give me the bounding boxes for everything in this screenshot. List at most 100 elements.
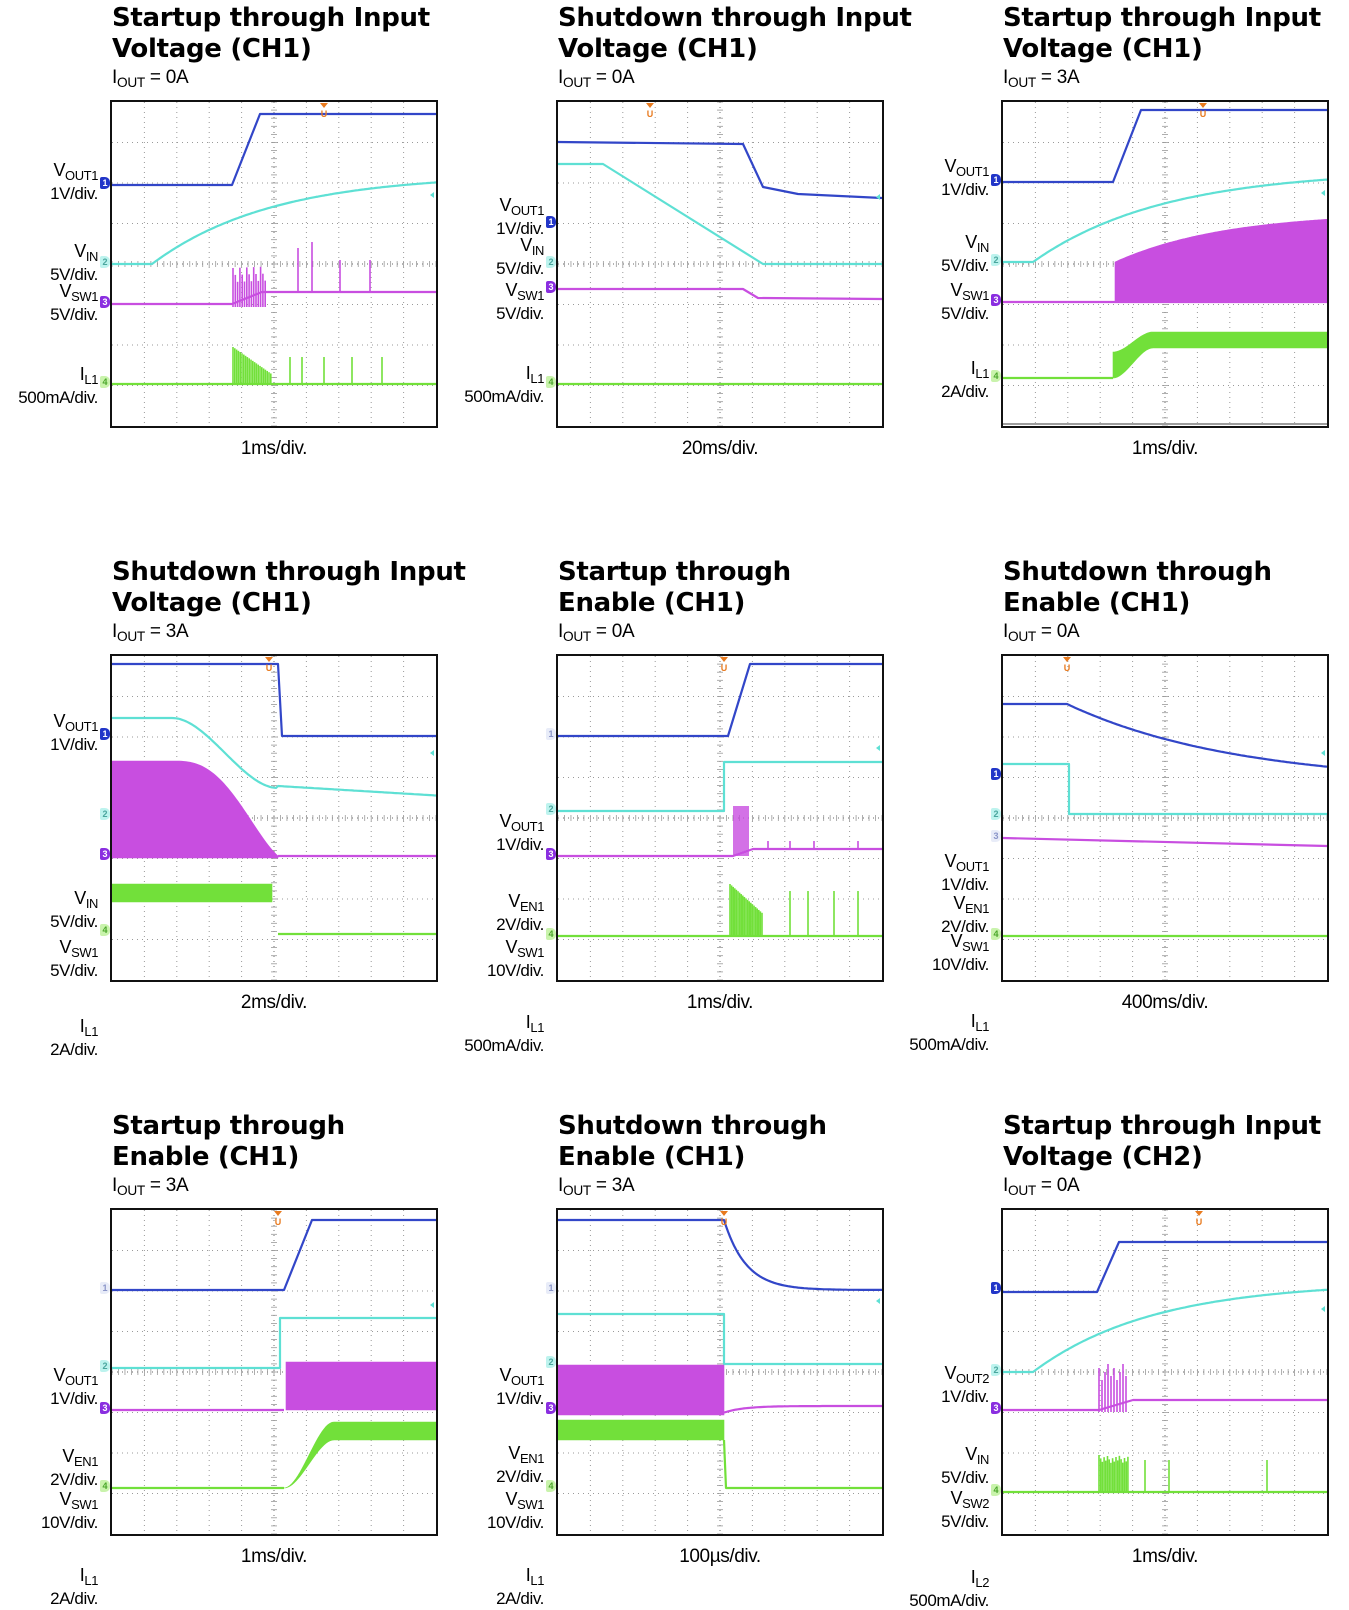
channel-subscript: OUT1 <box>511 1372 544 1388</box>
channel-marker-icon: 2 <box>991 808 1001 820</box>
channel-label: VOUT1 1V/div. <box>941 852 989 894</box>
channel-label: IL1 2A/div. <box>50 1017 98 1059</box>
trace-vsw1-switching <box>1098 1364 1127 1412</box>
channel-symbol: V <box>74 888 86 908</box>
trigger-marker-icon: U <box>265 657 273 673</box>
channel-subscript: L1 <box>84 1023 98 1039</box>
waveform-plot: U <box>558 1210 882 1534</box>
condition-value: = 0A <box>1035 1175 1080 1196</box>
channel-marker-icon: 1 <box>546 216 556 228</box>
channel-subscript: SW1 <box>517 1496 544 1512</box>
trigger-marker-icon: U <box>646 103 654 119</box>
channel-scale: 500mA/div. <box>464 1035 544 1055</box>
channel-name: VEN1 <box>50 1447 98 1471</box>
channel-symbol: V <box>53 160 66 180</box>
channel-scale: 1V/div. <box>496 834 544 854</box>
svg-text:U: U <box>275 1217 282 1227</box>
channel-name: IL1 <box>50 1016 99 1041</box>
waveform-plot: U <box>1003 656 1327 980</box>
channel-subscript: SW1 <box>71 944 98 960</box>
panel-title-line: Shutdown through Input <box>112 557 466 587</box>
channel-scale: 5V/div. <box>50 960 98 980</box>
channel-name: VIN <box>50 242 98 266</box>
trace-vsw1-envelope <box>558 1364 725 1416</box>
channel-label: IL1 500mA/div. <box>464 364 544 406</box>
channel-subscript: L1 <box>975 365 989 381</box>
condition-subscript: OUT <box>562 1183 591 1199</box>
panel-title-line: Voltage (CH1) <box>1003 34 1203 64</box>
channel-name: IL1 <box>941 359 990 383</box>
channel-symbol: I <box>525 1012 531 1032</box>
channel-subscript: SW1 <box>71 1496 98 1512</box>
channel-subscript: OUT1 <box>65 718 98 734</box>
trace-vsw1-envelope <box>285 1361 436 1411</box>
trace-vout1 <box>558 662 882 738</box>
channel-label: IL1 500mA/div. <box>909 1012 989 1054</box>
condition-subscript: OUT <box>116 75 145 91</box>
trace-il1-ripple <box>283 1421 436 1489</box>
channel-symbol: V <box>53 1365 66 1385</box>
channel-label: IL1 500mA/div. <box>18 365 98 407</box>
channel-scale: 1V/div. <box>50 183 98 203</box>
timebase-label: 1ms/div. <box>686 992 754 1013</box>
level-arrow-icon <box>430 192 434 198</box>
channel-name: IL1 <box>496 1566 545 1590</box>
condition-subscript: OUT <box>562 75 591 91</box>
channel-label: VEN1 2V/div. <box>496 1444 544 1486</box>
graticule <box>112 656 436 980</box>
test-condition: IOUT = 0A <box>112 67 189 91</box>
channel-scale: 1V/div. <box>941 874 989 894</box>
test-condition: IOUT = 0A <box>558 621 635 644</box>
panel-title-line: Voltage (CH1) <box>558 34 758 64</box>
channel-symbol: I <box>79 1016 85 1036</box>
svg-text:U: U <box>647 109 654 119</box>
channel-subscript: L2 <box>975 1574 989 1590</box>
trace-vin <box>1003 178 1327 264</box>
trace-vout1 <box>1003 1240 1327 1294</box>
channel-symbol: V <box>53 711 66 731</box>
panel-title-line: Startup through <box>112 1111 345 1141</box>
channel-marker-icon: 4 <box>991 1484 1001 1496</box>
channel-subscript: SW1 <box>71 288 98 304</box>
channel-marker-icon: 1 <box>991 174 1001 186</box>
channel-symbol: V <box>944 1363 957 1383</box>
channel-scale: 10V/div. <box>41 1512 98 1532</box>
waveform-plot: U <box>112 1210 436 1534</box>
channel-name: VIN <box>941 233 989 257</box>
trace-vsw1 <box>1003 1398 1327 1412</box>
trace-il1-pulses <box>729 884 859 936</box>
channel-subscript: EN1 <box>520 898 544 914</box>
channel-label: IL1 500mA/div. <box>464 1013 544 1055</box>
oscilloscope-screen: U <box>1001 1208 1329 1536</box>
panel-title-line: Startup through Input <box>1003 1111 1321 1141</box>
channel-scale: 5V/div. <box>50 304 98 324</box>
svg-text:U: U <box>321 109 328 119</box>
channel-subscript: L1 <box>84 1572 98 1588</box>
channel-symbol: V <box>499 1365 512 1385</box>
channel-scale: 5V/div. <box>941 1467 989 1487</box>
svg-text:U: U <box>1064 663 1071 673</box>
channel-scale: 500mA/div. <box>909 1590 989 1610</box>
channel-marker-icon: 4 <box>546 376 556 388</box>
trigger-marker-icon: U <box>720 1211 728 1227</box>
channel-subscript: L1 <box>530 370 544 386</box>
channel-marker-icon: 1 <box>991 1282 1001 1294</box>
trigger-marker-icon: U <box>1195 1211 1203 1227</box>
panel-title-line: Enable (CH1) <box>558 588 746 618</box>
channel-label: VIN 5V/div. <box>50 242 98 284</box>
trace-vin <box>1003 1288 1327 1374</box>
channel-name: VEN1 <box>496 1444 544 1468</box>
channel-name: IL1 <box>464 1012 545 1037</box>
channel-subscript: IN <box>531 242 545 258</box>
waveform-plot: U <box>1003 1210 1327 1534</box>
channel-subscript: OUT1 <box>65 167 98 183</box>
channel-symbol: V <box>499 811 512 831</box>
test-condition: IOUT = 3A <box>112 1175 189 1198</box>
channel-subscript: SW1 <box>962 938 989 954</box>
channel-subscript: L1 <box>530 1572 544 1588</box>
channel-subscript: EN1 <box>520 1450 544 1466</box>
waveform-plot: U <box>112 102 436 426</box>
condition-symbol: I <box>112 67 117 88</box>
svg-text:U: U <box>721 663 728 673</box>
channel-scale: 2V/div. <box>941 916 989 936</box>
